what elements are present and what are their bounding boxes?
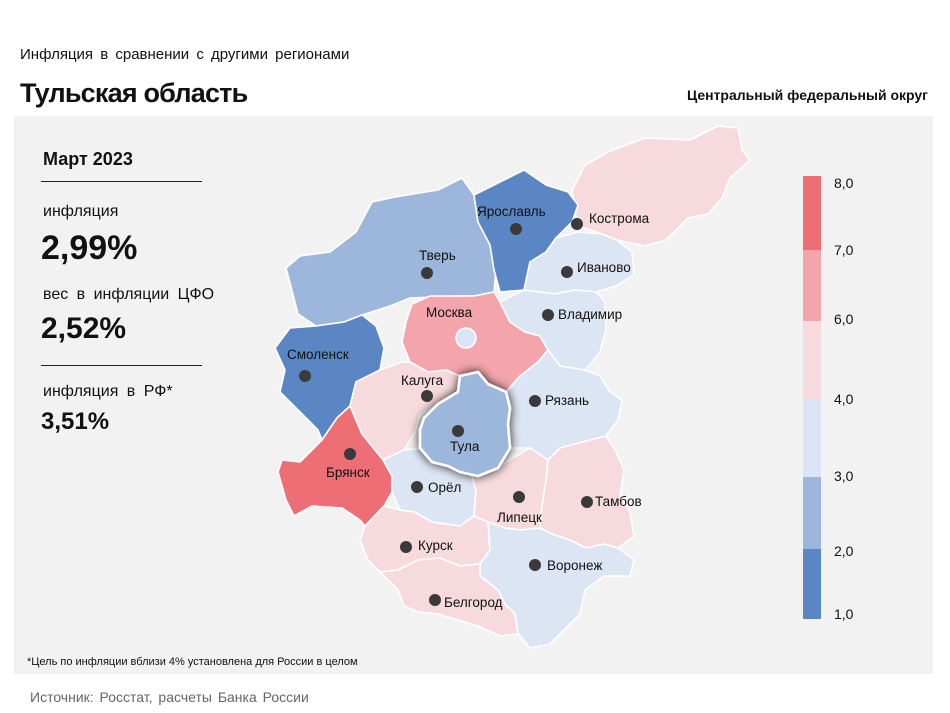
city-dot-voronezh — [529, 559, 541, 571]
city-dot-kursk — [400, 541, 412, 553]
city-label-lipetsk: Липецк — [497, 510, 542, 525]
city-label-ivanovo: Иваново — [577, 260, 631, 275]
city-dot-ryazan — [529, 395, 541, 407]
region-tula — [418, 370, 512, 478]
city-label-moscow: Москва — [426, 305, 473, 320]
city-label-kursk: Курск — [418, 538, 453, 553]
chart-subtitle: Инфляция в сравнении с другими регионами — [20, 46, 350, 63]
legend-tick-label: 2,0 — [834, 543, 854, 559]
city-dot-tver — [421, 267, 433, 279]
region-tambov — [539, 435, 635, 549]
city-dot-tambov — [581, 496, 593, 508]
city-label-orel: Орёл — [428, 480, 461, 495]
rf-inflation-label: инфляция в РФ* — [43, 383, 173, 400]
legend-bin-3 — [803, 399, 821, 477]
inflation-label: инфляция — [43, 203, 119, 220]
city-dot-smolensk — [299, 370, 311, 382]
region-title: Тульская область — [20, 78, 248, 108]
city-label-smolensk: Смоленск — [287, 347, 349, 362]
legend-bin-4 — [803, 477, 821, 549]
divider-bottom — [41, 365, 202, 366]
city-label-ryazan: Рязань — [545, 393, 589, 408]
city-label-tula: Тула — [450, 439, 480, 454]
divider-top — [41, 181, 202, 182]
region-belgorod — [379, 557, 519, 637]
city-label-kostroma: Кострома — [589, 211, 650, 226]
city-label-belgorod: Белгород — [444, 595, 503, 610]
city-label-tambov: Тамбов — [595, 494, 642, 509]
legend-tick-label: 3,0 — [834, 468, 854, 484]
city-dot-yaroslavl — [510, 223, 522, 235]
legend-tick-label: 8,0 — [834, 175, 854, 191]
inflation-value: 2,99% — [41, 229, 138, 267]
city-dot-belgorod — [429, 594, 441, 606]
city-dot-orel — [411, 481, 423, 493]
footnote: *Цель по инфляции вблизи 4% установлена … — [27, 656, 358, 668]
city-dot-kostroma — [571, 218, 583, 230]
legend-bin-0 — [803, 176, 821, 250]
city-label-bryansk: Брянск — [326, 465, 370, 480]
city-dot-ivanovo — [561, 266, 573, 278]
legend-tick-label: 1,0 — [834, 606, 854, 622]
city-dot-bryansk — [344, 448, 356, 460]
legend-bin-1 — [803, 250, 821, 321]
district-label: Центральный федеральный округ — [686, 87, 928, 103]
city-dot-vladimir — [542, 309, 554, 321]
city-markers — [299, 218, 593, 606]
legend-tick-label: 4,0 — [834, 391, 854, 407]
legend-bin-2 — [803, 321, 821, 399]
period-label: Март 2023 — [43, 149, 133, 169]
city-dot-kaluga — [421, 390, 433, 402]
moscow-city-marker — [455, 327, 477, 349]
weight-value: 2,52% — [41, 312, 127, 345]
legend-bin-5 — [803, 549, 821, 619]
city-label-kaluga: Калуга — [401, 373, 444, 388]
city-dot-lipetsk — [513, 491, 525, 503]
city-label-voronezh: Воронеж — [547, 558, 602, 573]
weight-label: вес в инфляции ЦФО — [43, 286, 215, 303]
city-label-vladimir: Владимир — [558, 307, 622, 322]
legend-tick-label: 7,0 — [834, 242, 854, 258]
city-label-yaroslavl: Ярославль — [477, 204, 546, 219]
city-label-tver: Тверь — [419, 248, 456, 263]
region-vladimir — [499, 289, 607, 371]
legend-tick-label: 6,0 — [834, 311, 854, 327]
city-dot-tula — [452, 425, 464, 437]
rf-inflation-value: 3,51% — [41, 408, 110, 435]
source-note: Источник: Росстат, расчеты Банка России — [30, 689, 309, 705]
region-bryansk — [277, 405, 393, 527]
